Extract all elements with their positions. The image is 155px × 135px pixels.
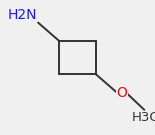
Text: H2N: H2N	[8, 8, 37, 22]
Text: H3C: H3C	[132, 111, 155, 124]
Text: O: O	[117, 86, 127, 100]
